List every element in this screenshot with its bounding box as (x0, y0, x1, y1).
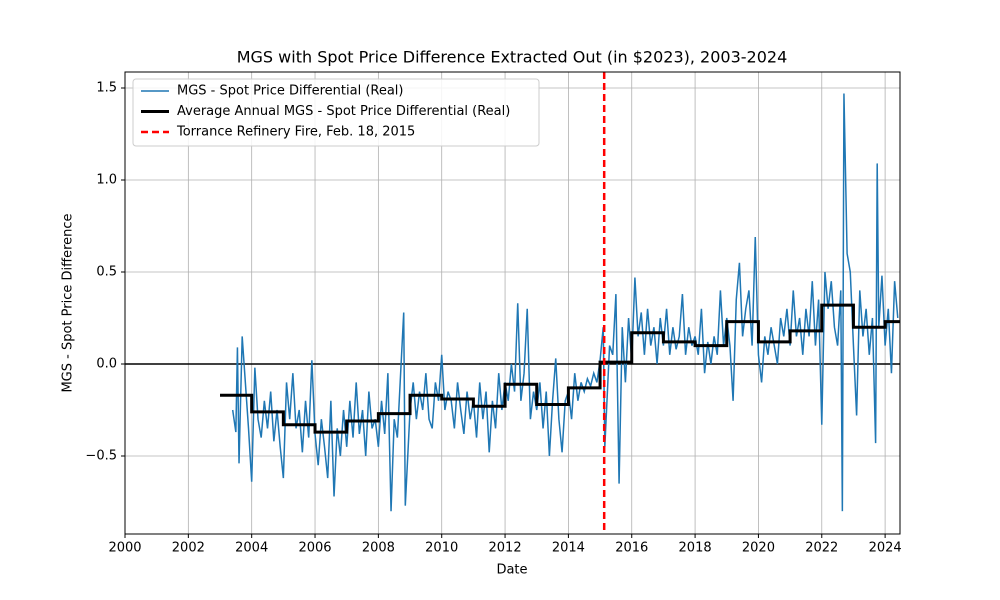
plot-area (125, 72, 900, 534)
y-tick-label: 0.0 (96, 356, 117, 371)
axes: 2000 2002 2004 2006 2008 2010 2012 2014 2016 2018… (85, 71, 902, 556)
y-tick-label: 0.5 (96, 264, 117, 279)
step-line (220, 303, 900, 434)
y-tick-label: −0.5 (85, 448, 117, 463)
x-tick-label: 2012 (489, 541, 522, 556)
y-axis-label: MGS - Spot Price Difference (61, 213, 76, 392)
legend-label: Average Annual MGS - Spot Price Differen… (177, 104, 510, 119)
x-tick-label: 2018 (679, 541, 712, 556)
legend: MGS - Spot Price Differential (Real) Aver… (132, 78, 540, 147)
x-tick-label: 2010 (425, 541, 458, 556)
x-tick-label: 2008 (362, 541, 395, 556)
x-tick-label: 2000 (108, 541, 141, 556)
legend-label: Torrance Refinery Fire, Feb. 18, 2015 (176, 125, 415, 140)
x-tick-label: 2004 (235, 541, 268, 556)
x-axis-label: Date (496, 563, 527, 578)
legend-label: MGS - Spot Price Differential (Real) (177, 84, 404, 99)
x-tick-label: 2006 (298, 541, 331, 556)
plot-frame (124, 71, 901, 535)
x-tick-label: 2002 (172, 541, 205, 556)
chart-title: MGS with Spot Price Difference Extracted… (237, 48, 788, 67)
y-tick-label: 1.5 (96, 81, 117, 96)
y-tick-label: 1.0 (96, 173, 117, 188)
x-tick-label: 2016 (615, 541, 648, 556)
x-tick-label: 2020 (742, 541, 775, 556)
legend-box (132, 78, 540, 147)
x-tick-label: 2024 (869, 541, 902, 556)
x-tick-label: 2014 (552, 541, 585, 556)
x-tick-label: 2022 (805, 541, 838, 556)
